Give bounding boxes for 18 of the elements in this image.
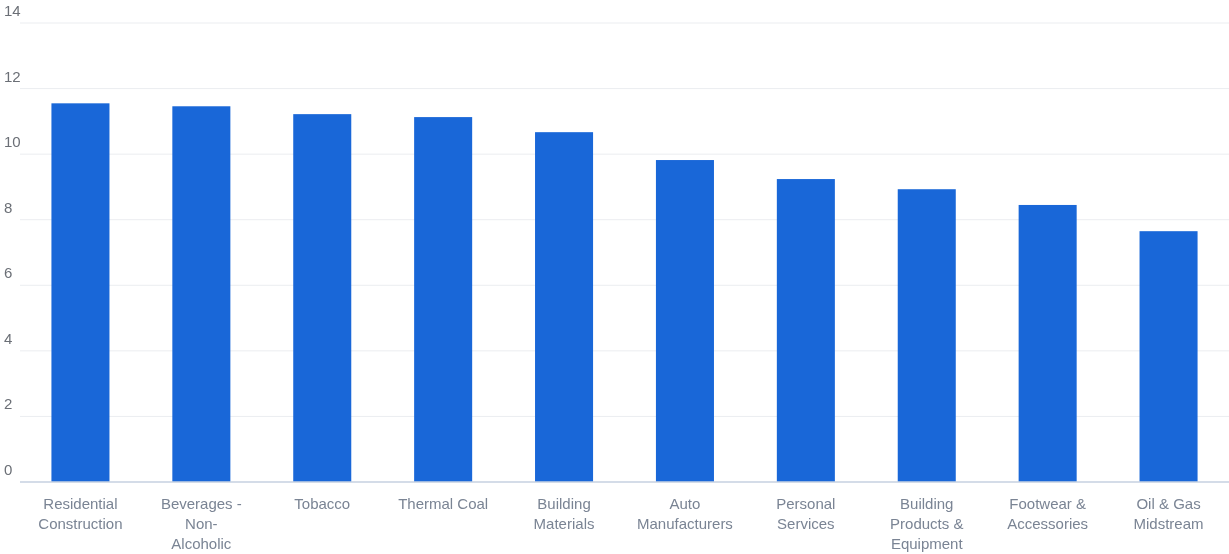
x-tick-label: Building Materials [533, 495, 595, 532]
y-tick-label: 6 [4, 264, 13, 282]
x-tick-label: Oil & Gas Midstream [1133, 495, 1204, 532]
y-tick-label: 14 [4, 2, 21, 19]
x-tick-label: Tobacco [294, 495, 351, 512]
y-tick-label: 10 [4, 133, 21, 151]
x-tick-label: Residential Construction [38, 495, 123, 532]
y-tick-label: 4 [4, 329, 13, 347]
y-tick-label: 0 [4, 461, 13, 478]
y-tick-label: 2 [4, 395, 13, 413]
x-tick-label: Thermal Coal [398, 495, 489, 512]
x-tick-label: Building Products & Equipment [890, 495, 964, 552]
x-tick-label: Personal Services [776, 495, 836, 532]
y-tick-label: 8 [4, 198, 13, 216]
y-tick-label: 12 [4, 67, 21, 85]
x-tick-label: Footwear & Accessories [1007, 495, 1089, 532]
x-tick-label: Auto Manufacturers [637, 495, 733, 532]
x-tick-label: Beverages - Non-Alcoholic [160, 495, 242, 552]
